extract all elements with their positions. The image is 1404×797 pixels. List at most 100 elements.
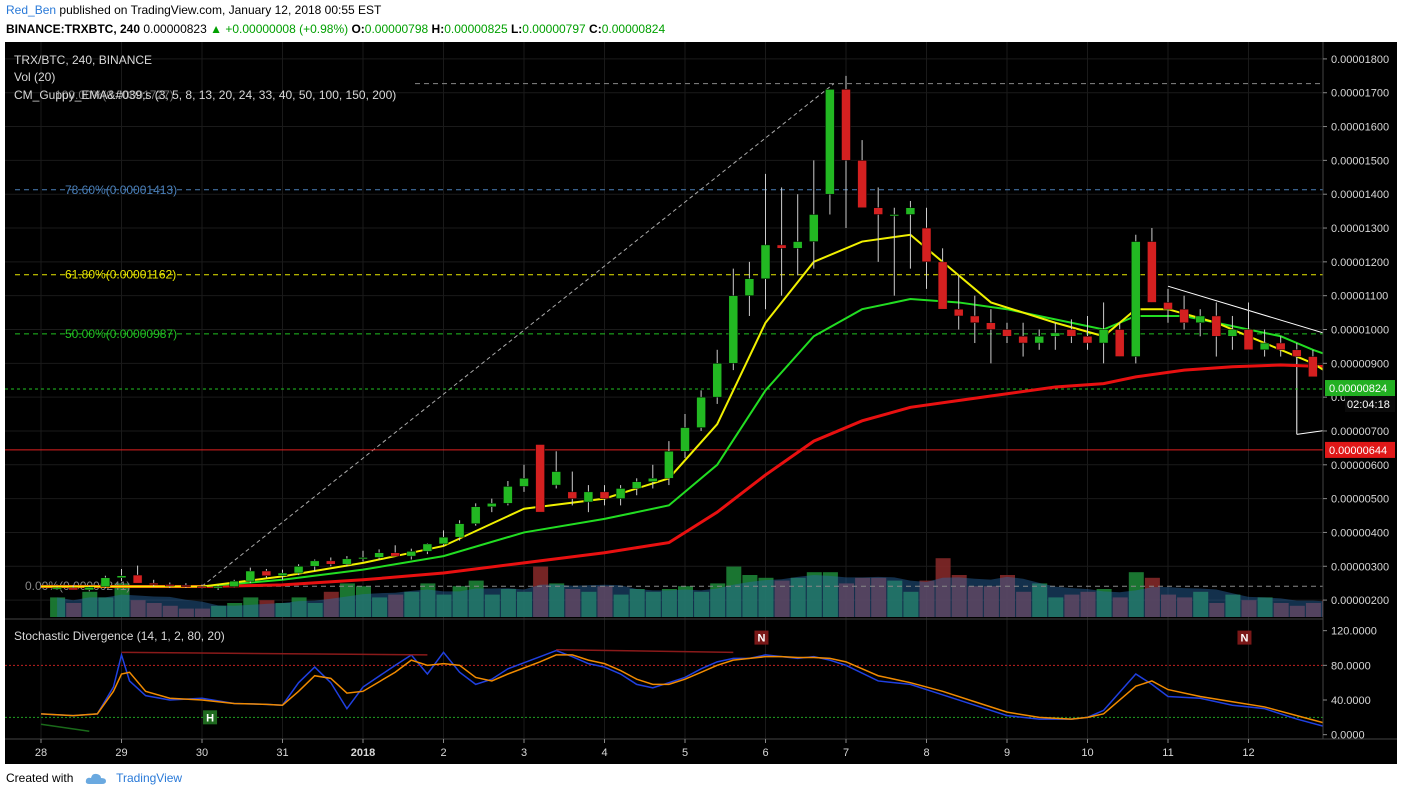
signal-marker-label: N [1240,633,1248,645]
candle-body [776,244,787,249]
candle-body [873,207,883,215]
candle-body [261,570,272,576]
fib-levels: 78.60%(0.00001413) 61.80%(0.00001162) 50.0… [15,83,1323,593]
volume-bar [935,558,951,617]
volume-bar [597,586,613,617]
candle-body [245,570,256,582]
osc-tick-label: 40.0000 [1331,695,1371,707]
candle-body [148,582,159,585]
volume-bar [339,583,355,617]
price-chart[interactable]: 78.60%(0.00001413)61.80%(0.00001162)50.0… [5,42,1404,764]
volume-bar [533,566,549,617]
volume-bar [855,577,871,617]
volume-bar [1225,594,1241,617]
candle-body [599,491,610,499]
price-tick-label: 0.00001700 [1331,88,1389,100]
candle-body [52,587,62,590]
candle-body [342,558,352,565]
signal-marker-label: N [757,633,765,645]
price-tick-label: 0.00000900 [1331,358,1389,370]
volume-bar [1144,577,1160,617]
candle-body [696,396,706,428]
time-tick-label: 31 [276,747,288,759]
divergence-line [556,648,734,654]
candle-body [970,315,980,323]
divergence-line [40,723,90,732]
divergence-line [121,651,428,656]
candle-body [1034,336,1044,344]
candle-body [551,471,561,486]
low-value: 0.00000797 [522,22,586,36]
volume-bar [758,577,774,617]
candle-body [100,577,111,587]
time-tick-label: 29 [115,747,127,759]
volume-bar [726,566,742,617]
stochastic-pane: HNNNNN [5,630,1404,732]
candle-body [535,444,545,513]
chart-area[interactable]: 78.60%(0.00001413) 61.80%(0.00001162) 50.0… [5,42,1404,764]
candle-body [1259,342,1270,351]
candle-body [503,486,513,504]
volume-bar [565,589,581,617]
volume-bar [517,591,532,617]
volume-bar [1048,597,1064,617]
time-tick-label: 3 [521,747,527,759]
volume-bar [983,586,999,617]
volume-bar [420,583,436,617]
candle-body [905,207,916,215]
volume-bar [1257,597,1273,617]
candle-body [825,89,835,195]
candle-body [277,572,288,576]
osc-tick-label: 80.0000 [1331,660,1371,672]
candle-body [326,560,336,565]
time-tick-label: 2 [440,747,446,759]
countdown-text: 02:04:18 [1347,399,1390,411]
candle-body [406,551,417,557]
candle-body [470,506,481,524]
candle-body [631,481,642,489]
candle-body [728,295,739,364]
volume-bar [227,603,243,617]
volume-bar [839,583,854,617]
legend-volume: Vol (20) [14,70,55,84]
volume-bar [162,605,178,617]
created-with: Created with [6,771,74,785]
candle-body [358,557,368,560]
high-label: H: [431,22,445,36]
candle-body [857,160,867,208]
candle-body [165,584,175,587]
volume-bar [581,591,597,617]
volume-bar [275,603,291,617]
candle-body [792,241,803,249]
time-tick-label: 6 [762,747,768,759]
price-tick-label: 0.00001400 [1331,189,1389,201]
candle-body [1002,329,1012,337]
close-value: 0.00000824 [601,22,666,36]
candle-body [1179,308,1189,323]
candle-body [760,244,771,280]
close-label: C: [589,22,602,36]
volume-bar [694,591,710,617]
volume-bar [307,603,323,617]
signal-marker-label: H [206,712,214,724]
candle-body [68,587,78,591]
tradingview-link[interactable]: TradingView [116,771,183,785]
candle-body [986,322,996,330]
candle-body [1292,349,1302,357]
support-price-text: 0.00000644 [1329,445,1387,457]
candle-body [841,89,851,161]
volume-bar [66,603,82,617]
author-link[interactable]: Red_Ben [6,3,57,17]
volume-bar [774,580,790,617]
volume-bar [211,605,227,617]
low-label: L: [510,22,523,36]
fib-label: 78.60%(0.00001413) [65,183,177,197]
volume-bar [291,597,307,617]
candle-body [937,261,948,310]
grid [5,42,1397,739]
volume-bar [1193,591,1209,617]
volume-ma-area [57,575,1404,617]
candle-body [1227,329,1238,337]
volume-bar [1305,603,1321,617]
candle-body [1163,302,1173,310]
